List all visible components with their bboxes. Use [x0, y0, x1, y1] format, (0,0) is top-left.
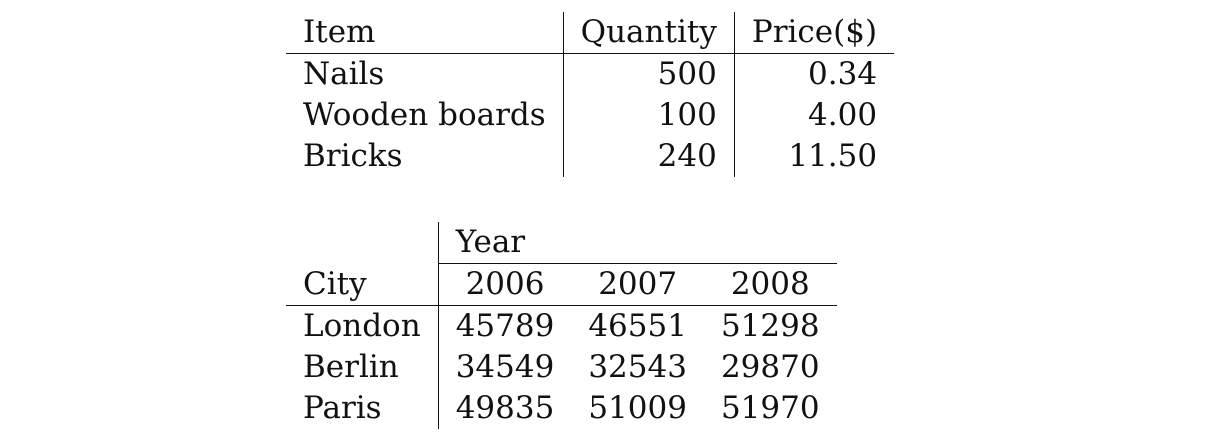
header-quantity: Quantity — [563, 12, 735, 54]
year-header: 2008 — [703, 263, 837, 306]
items-table-header-row: Item Quantity Price($) — [286, 12, 895, 54]
empty-corner-cell — [286, 222, 439, 264]
item-name: Bricks — [286, 136, 564, 177]
city-value: 49835 — [455, 390, 555, 426]
city-value: 45789 — [455, 308, 555, 344]
item-price: 0.34 — [808, 56, 878, 92]
city-value: 51970 — [720, 390, 820, 426]
city-value: 32543 — [588, 349, 687, 385]
city-value: 51298 — [720, 308, 820, 344]
table-row: Paris 49835 51009 51970 — [286, 388, 837, 429]
item-quantity: 100 — [563, 95, 735, 136]
item-quantity: 500 — [563, 53, 735, 95]
table-row: Wooden boards 100 4.00 — [286, 95, 894, 136]
city-year-table: Year City 2006 2007 2008 London 45789 46… — [286, 222, 837, 429]
item-name: Nails — [286, 53, 564, 95]
item-price: 4.00 — [808, 97, 878, 133]
header-item: Item — [286, 12, 564, 54]
city-name: Paris — [286, 388, 439, 429]
city-year-table-container: Year City 2006 2007 2008 London 45789 46… — [286, 222, 837, 429]
year-group-header-row: Year — [286, 222, 837, 264]
year-header: 2006 — [438, 263, 572, 306]
items-table-container: Item Quantity Price($) Nails 500 0.34 Wo… — [286, 12, 895, 177]
table-row: Bricks 240 11.50 — [286, 136, 894, 177]
city-name: London — [286, 305, 439, 347]
year-subheader-row: City 2006 2007 2008 — [286, 263, 837, 306]
header-price: Price($) — [734, 12, 895, 54]
city-value: 51009 — [588, 390, 687, 426]
city-value: 34549 — [455, 349, 555, 385]
city-name: Berlin — [286, 347, 439, 388]
item-name: Wooden boards — [286, 95, 564, 136]
city-value: 46551 — [588, 308, 687, 344]
year-group-header: Year — [438, 222, 837, 264]
table-row: Berlin 34549 32543 29870 — [286, 347, 837, 388]
city-header: City — [286, 263, 439, 306]
table-row: Nails 500 0.34 — [286, 53, 894, 95]
year-header: 2007 — [571, 263, 704, 306]
items-table: Item Quantity Price($) Nails 500 0.34 Wo… — [286, 12, 895, 177]
item-quantity: 240 — [563, 136, 735, 177]
item-price: 11.50 — [788, 138, 878, 174]
city-value: 29870 — [720, 349, 820, 385]
table-row: London 45789 46551 51298 — [286, 305, 837, 347]
